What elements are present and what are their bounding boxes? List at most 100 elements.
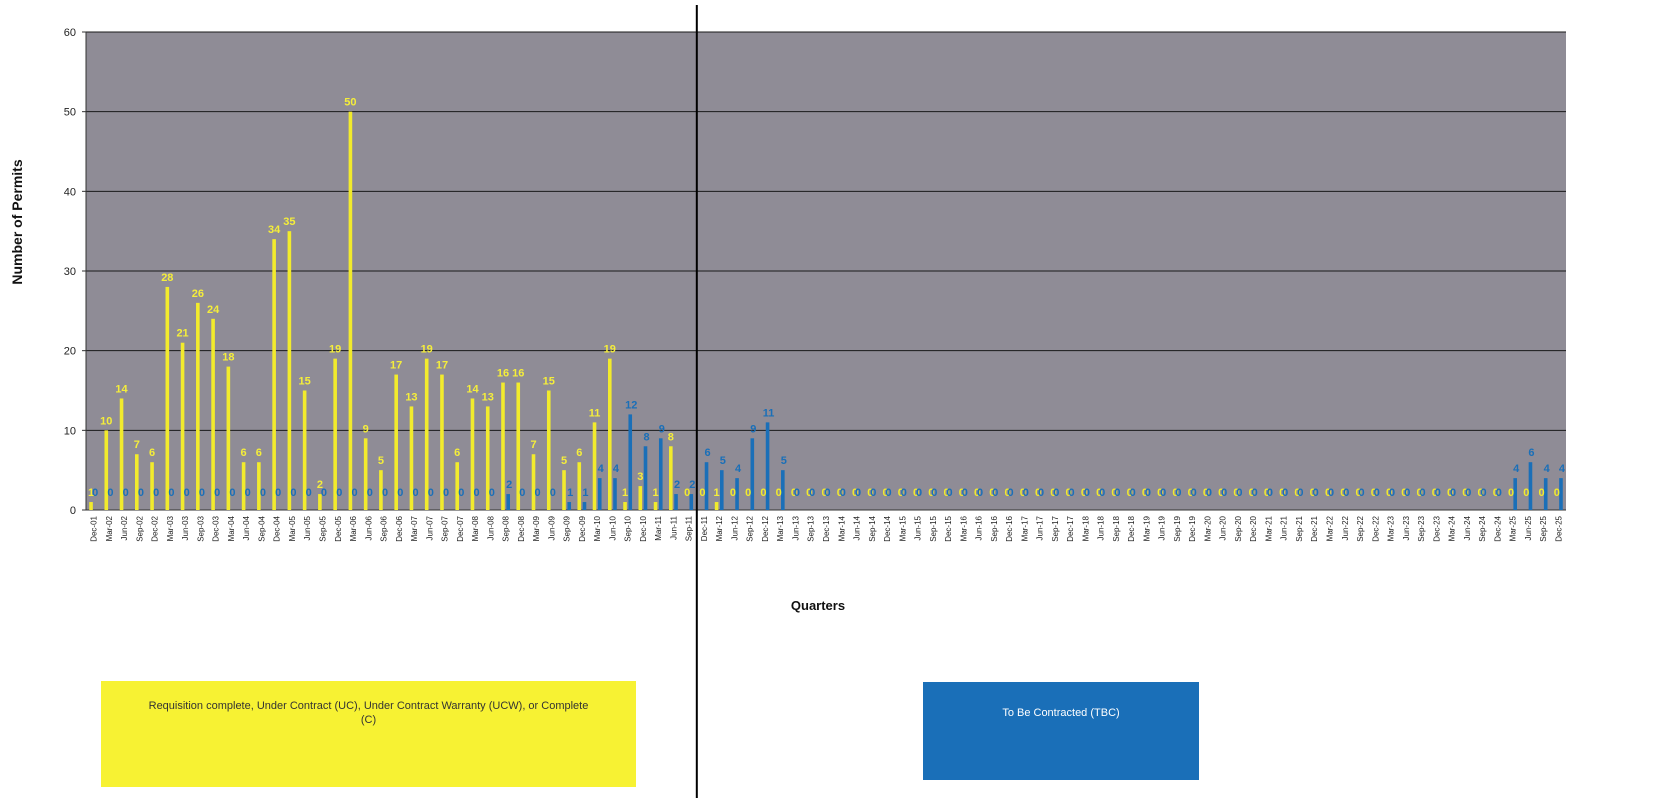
- x-tick-label: Jun-21: [1280, 515, 1289, 540]
- bar-complete: [150, 462, 154, 510]
- x-tick-label: Jun-18: [1097, 515, 1106, 540]
- x-tick-label: Mar-06: [349, 515, 358, 541]
- x-tick-label: Dec-09: [578, 515, 587, 541]
- data-label-tbc: 0: [336, 487, 342, 499]
- bar-complete: [211, 318, 215, 510]
- x-tick-label: Mar-05: [288, 515, 297, 541]
- x-tick-label: Sep-12: [746, 515, 755, 541]
- x-tick-label: Mar-07: [410, 515, 419, 541]
- x-tick-label: Sep-06: [380, 515, 389, 541]
- data-label-complete: 0: [806, 487, 812, 499]
- data-label-tbc: 0: [794, 487, 800, 499]
- data-label-complete: 16: [497, 368, 509, 380]
- data-label-complete: 0: [1172, 487, 1178, 499]
- x-tick-label: Jun-23: [1402, 515, 1411, 540]
- data-label-tbc: 0: [428, 487, 434, 499]
- data-label-tbc: 0: [412, 487, 418, 499]
- x-tick-label: Jun-19: [1158, 515, 1167, 540]
- x-tick-label: Sep-15: [929, 515, 938, 541]
- x-tick-label: Dec-06: [395, 515, 404, 541]
- data-label-tbc: 0: [519, 487, 525, 499]
- x-tick-label: Sep-24: [1478, 515, 1487, 541]
- data-label-tbc: 0: [1267, 487, 1273, 499]
- bar-complete: [165, 286, 170, 510]
- x-tick-label: Dec-18: [1127, 515, 1136, 541]
- x-tick-label: Dec-20: [1249, 515, 1258, 541]
- bar-complete: [135, 454, 139, 510]
- data-label-tbc: 0: [1053, 487, 1059, 499]
- x-tick-label: Dec-10: [639, 515, 648, 541]
- data-label-tbc: 0: [1160, 487, 1166, 499]
- y-axis-title: Number of Permits: [9, 159, 25, 284]
- data-label-tbc: 0: [1191, 487, 1197, 499]
- data-label-complete: 0: [791, 487, 797, 499]
- data-label-tbc: 0: [1282, 487, 1288, 499]
- x-tick-label: Sep-13: [807, 515, 816, 541]
- data-label-complete: 0: [1401, 487, 1407, 499]
- bar-complete: [257, 462, 261, 510]
- data-label-tbc: 0: [1481, 487, 1487, 499]
- bar-tbc: [1559, 478, 1563, 510]
- data-label-tbc: 4: [1559, 463, 1566, 475]
- x-tick-label: Sep-16: [990, 515, 999, 541]
- x-tick-label: Mar-20: [1203, 515, 1212, 541]
- data-label-complete: 21: [176, 328, 188, 340]
- data-label-complete: 0: [989, 487, 995, 499]
- data-label-complete: 11: [589, 407, 601, 419]
- x-tick-label: Mar-09: [532, 515, 541, 541]
- bar-complete: [89, 502, 93, 510]
- bar-tbc: [567, 502, 572, 510]
- data-label-tbc: 0: [474, 487, 480, 499]
- data-label-complete: 6: [241, 447, 247, 459]
- bar-complete: [287, 231, 292, 510]
- x-tick-label: Mar-18: [1081, 515, 1090, 541]
- data-label-tbc: 0: [1435, 487, 1441, 499]
- data-label-complete: 0: [1188, 487, 1194, 499]
- data-label-complete: 0: [928, 487, 934, 499]
- data-label-tbc: 1: [582, 487, 588, 499]
- y-tick-label: 30: [64, 266, 76, 278]
- data-label-complete: 0: [852, 487, 858, 499]
- bar-complete: [440, 374, 444, 510]
- data-label-tbc: 0: [1328, 487, 1334, 499]
- bar-tbc: [1528, 462, 1533, 510]
- bar-tbc: [704, 462, 709, 510]
- data-label-tbc: 0: [123, 487, 129, 499]
- x-tick-label: Sep-19: [1173, 515, 1182, 541]
- bar-complete: [531, 454, 536, 510]
- x-tick-label: Jun-20: [1219, 515, 1228, 540]
- data-label-tbc: 0: [1419, 487, 1425, 499]
- data-label-tbc: 0: [199, 487, 205, 499]
- x-tick-label: Dec-19: [1188, 515, 1197, 541]
- data-label-complete: 0: [1142, 487, 1148, 499]
- data-label-complete: 6: [149, 447, 155, 459]
- data-label-tbc: 0: [1130, 487, 1136, 499]
- x-tick-label: Jun-06: [364, 515, 373, 540]
- data-label-tbc: 0: [1023, 487, 1029, 499]
- bar-tbc: [1543, 478, 1548, 510]
- bar-complete: [516, 382, 521, 510]
- bar-tbc: [628, 414, 633, 510]
- gridlines: [82, 31, 1566, 511]
- bar-tbc: [643, 446, 648, 510]
- bar-complete: [119, 398, 124, 510]
- x-tick-label: Sep-14: [868, 515, 877, 541]
- x-tick-label: Sep-07: [441, 515, 450, 541]
- data-label-tbc: 5: [781, 455, 787, 467]
- data-label-complete: 1: [714, 487, 720, 499]
- data-label-tbc: 8: [643, 431, 649, 443]
- data-label-complete: 0: [699, 487, 705, 499]
- x-tick-label: Jun-08: [486, 515, 495, 540]
- data-label-tbc: 0: [351, 487, 357, 499]
- bar-complete: [470, 398, 475, 510]
- data-label-complete: 1: [88, 487, 94, 499]
- data-label-complete: 0: [882, 487, 888, 499]
- bar-tbc: [750, 438, 755, 510]
- data-label-complete: 6: [256, 447, 262, 459]
- data-label-tbc: 0: [275, 487, 281, 499]
- data-label-tbc: 0: [382, 487, 388, 499]
- data-label-complete: 19: [604, 344, 616, 356]
- x-tick-label: Mar-21: [1264, 515, 1273, 541]
- data-label-tbc: 0: [1114, 487, 1120, 499]
- data-label-complete: 0: [1111, 487, 1117, 499]
